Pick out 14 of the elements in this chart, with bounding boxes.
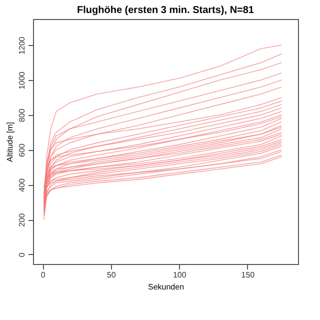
x-tick-label: 0 xyxy=(40,270,46,280)
chart-title: Flughöhe (ersten 3 min. Starts), N=81 xyxy=(77,5,254,16)
y-tick-label: 400 xyxy=(18,178,26,192)
x-tick-label: 100 xyxy=(172,270,187,280)
x-tick-label: 50 xyxy=(106,270,116,280)
y-tick-label: 0 xyxy=(18,252,26,258)
y-tick-label: 200 xyxy=(18,212,26,227)
y-tick-label: 800 xyxy=(18,108,26,122)
x-tick-label: 150 xyxy=(241,270,256,280)
y-tick-label: 1000 xyxy=(18,71,26,90)
y-tick-label: 600 xyxy=(18,143,26,157)
y-axis-title: Altitude [m] xyxy=(6,122,14,162)
x-axis-title: Sekunden xyxy=(148,282,184,292)
y-tick-label: 1200 xyxy=(18,36,26,55)
